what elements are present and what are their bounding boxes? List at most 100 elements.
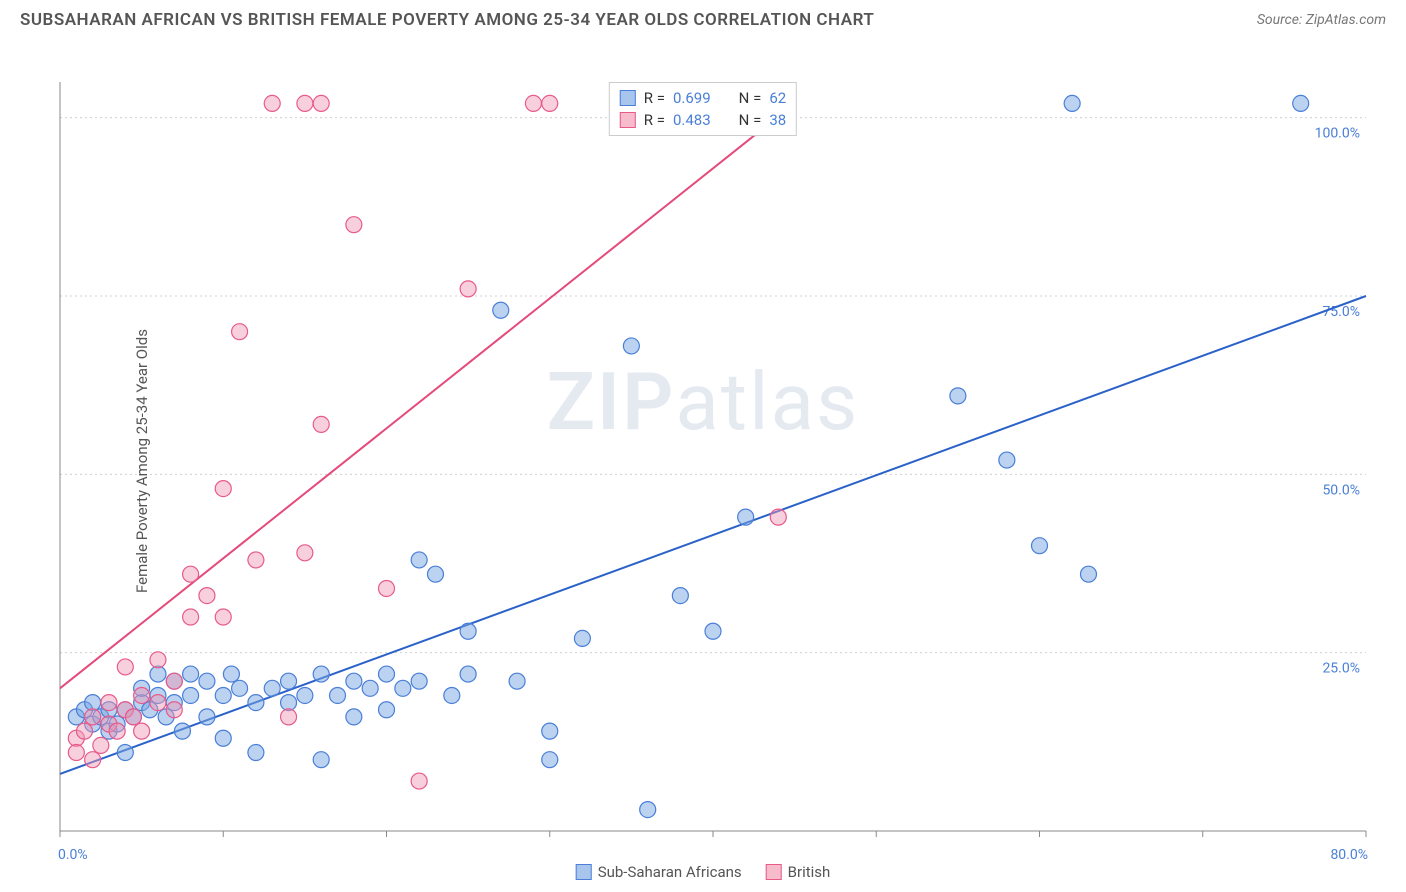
r-label: R = <box>644 111 665 129</box>
y-tick-label: 50.0% <box>1322 482 1360 498</box>
n-value: 38 <box>769 111 786 129</box>
data-point <box>101 695 117 711</box>
chart-source: Source: ZipAtlas.com <box>1257 12 1386 28</box>
data-point <box>346 217 362 233</box>
r-label: R = <box>644 89 665 107</box>
data-point <box>950 388 966 404</box>
data-point <box>125 709 141 725</box>
chart-header: SUBSAHARAN AFRICAN VS BRITISH FEMALE POV… <box>0 0 1406 36</box>
data-point <box>330 687 346 703</box>
data-point <box>232 680 248 696</box>
data-point <box>411 552 427 568</box>
data-point <box>85 709 101 725</box>
data-point <box>76 723 92 739</box>
data-point <box>150 652 166 668</box>
data-point <box>150 695 166 711</box>
series-legend: Sub-Saharan Africans British <box>576 863 831 881</box>
data-point <box>281 709 297 725</box>
data-point <box>770 509 786 525</box>
data-point <box>623 338 639 354</box>
data-point <box>542 95 558 111</box>
data-point <box>264 680 280 696</box>
legend-swatch <box>766 864 782 880</box>
data-point <box>379 580 395 596</box>
y-axis-label: Female Poverty Among 25-34 Year Olds <box>133 329 151 593</box>
data-point <box>1032 538 1048 554</box>
correlation-legend: R = 0.699 N = 62 R = 0.483 N = 38 <box>609 82 797 136</box>
data-point <box>493 302 509 318</box>
legend-swatch <box>576 864 592 880</box>
data-point <box>1064 95 1080 111</box>
n-label: N = <box>739 111 762 129</box>
n-label: N = <box>739 89 762 107</box>
r-value: 0.483 <box>673 111 711 129</box>
data-point <box>460 623 476 639</box>
data-point <box>525 95 541 111</box>
chart-container: Female Poverty Among 25-34 Year Olds ZIP… <box>0 36 1406 886</box>
data-point <box>379 702 395 718</box>
data-point <box>1293 95 1309 111</box>
data-point <box>215 687 231 703</box>
data-point <box>460 666 476 682</box>
data-point <box>215 481 231 497</box>
legend-correlation-row: R = 0.699 N = 62 <box>620 87 786 109</box>
legend-correlation-row: R = 0.483 N = 38 <box>620 109 786 131</box>
data-point <box>297 95 313 111</box>
data-point <box>574 630 590 646</box>
data-point <box>705 623 721 639</box>
legend-series-item: British <box>766 863 831 881</box>
data-point <box>183 666 199 682</box>
data-point <box>1080 566 1096 582</box>
data-point <box>166 702 182 718</box>
data-point <box>109 723 125 739</box>
r-value: 0.699 <box>673 89 711 107</box>
data-point <box>297 545 313 561</box>
data-point <box>379 666 395 682</box>
data-point <box>313 666 329 682</box>
data-point <box>297 687 313 703</box>
data-point <box>150 666 166 682</box>
data-point <box>134 723 150 739</box>
data-point <box>93 737 109 753</box>
y-tick-label: 25.0% <box>1322 661 1360 677</box>
data-point <box>199 709 215 725</box>
data-point <box>640 802 656 818</box>
data-point <box>248 745 264 761</box>
data-point <box>509 673 525 689</box>
n-value: 62 <box>769 89 786 107</box>
data-point <box>183 609 199 625</box>
y-tick-label: 100.0% <box>1315 126 1360 142</box>
data-point <box>215 730 231 746</box>
data-point <box>68 745 84 761</box>
data-point <box>313 752 329 768</box>
data-point <box>411 673 427 689</box>
data-point <box>199 673 215 689</box>
data-point <box>281 673 297 689</box>
data-point <box>999 452 1015 468</box>
data-point <box>362 680 378 696</box>
data-point <box>444 687 460 703</box>
data-point <box>174 723 190 739</box>
data-point <box>232 324 248 340</box>
y-tick-label: 75.0% <box>1322 304 1360 320</box>
legend-series-item: Sub-Saharan Africans <box>576 863 742 881</box>
data-point <box>427 566 443 582</box>
data-point <box>223 666 239 682</box>
scatter-chart: 25.0% 50.0% 75.0% 100.0% 0.0% 80.0% <box>0 36 1406 886</box>
data-point <box>85 695 101 711</box>
legend-series-label: British <box>788 863 831 881</box>
x-tick-label: 0.0% <box>58 847 88 863</box>
data-point <box>117 659 133 675</box>
data-point <box>738 509 754 525</box>
legend-swatch <box>620 90 636 106</box>
data-point <box>134 687 150 703</box>
data-point <box>117 745 133 761</box>
data-point <box>183 687 199 703</box>
data-point <box>542 723 558 739</box>
x-tick-label: 80.0% <box>1330 847 1368 863</box>
data-point <box>183 566 199 582</box>
legend-series-label: Sub-Saharan Africans <box>598 863 742 881</box>
data-point <box>346 673 362 689</box>
data-point <box>346 709 362 725</box>
legend-swatch <box>620 112 636 128</box>
